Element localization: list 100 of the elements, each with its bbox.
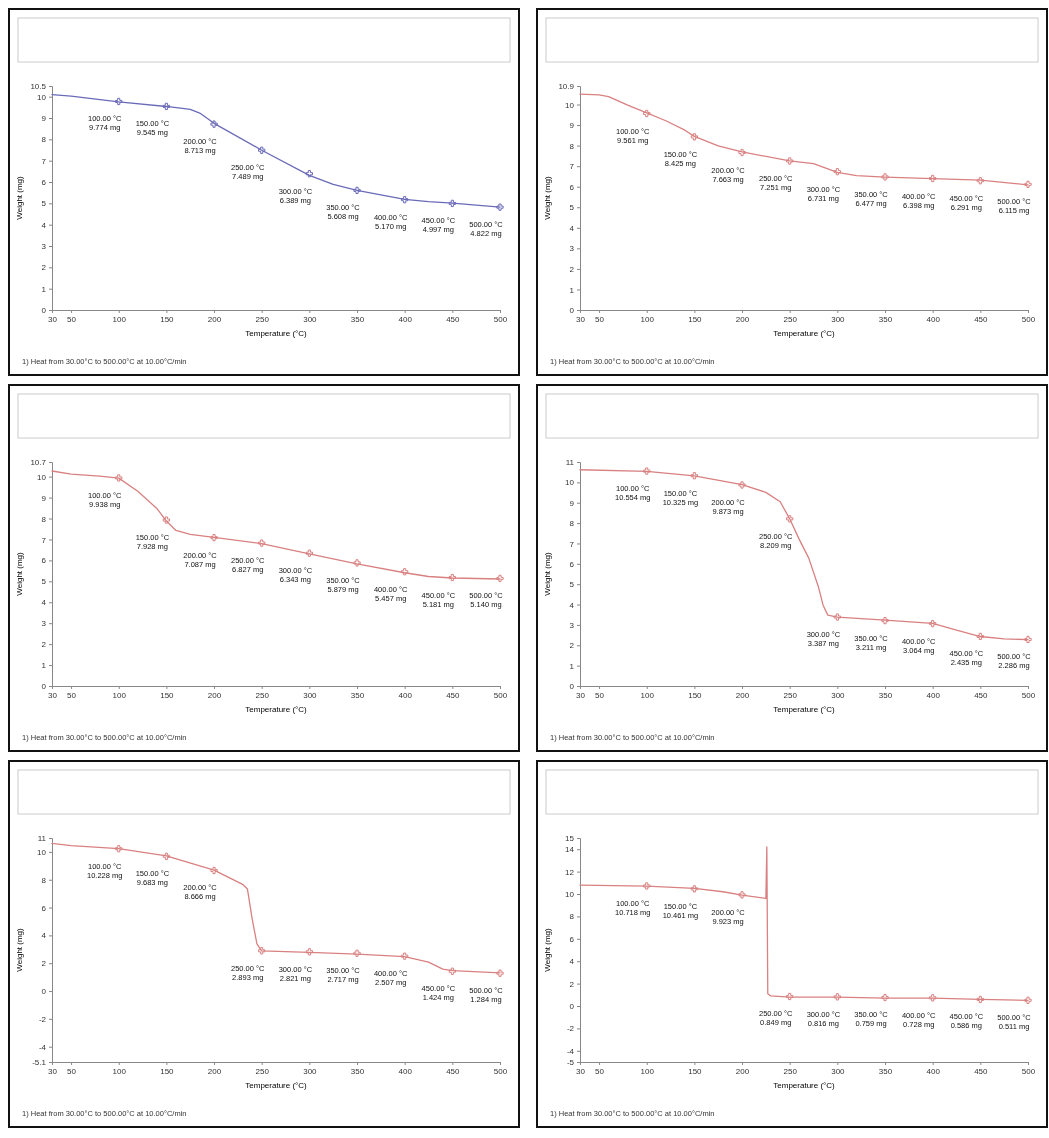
y-tick-label: 7 [41,156,47,166]
x-tick-label: 30 [48,1066,58,1076]
y-tick-label: 10.7 [30,458,47,468]
point [448,573,456,582]
x-tick-label: 100 [640,1066,655,1076]
x-tick-label: 30 [576,314,586,324]
point [786,157,794,165]
x-tick-label: 150 [688,314,703,324]
y-tick-label: 4 [569,957,575,967]
x-tick-label: 30 [576,690,586,700]
point [115,845,123,853]
y-tick-label: 10 [37,472,47,482]
point [305,170,314,178]
y-tick-label: 0 [41,987,47,997]
point [929,174,937,183]
x-tick-label: 50 [595,690,605,700]
point [929,994,937,1002]
y-tick-label: 1 [569,285,575,295]
y-tick-label: 3 [569,620,575,630]
point [690,472,699,480]
x-tick-label: 300 [303,690,318,700]
y-tick-label: 8 [569,912,575,922]
point [929,619,937,628]
x-tick-label: 250 [783,1066,798,1076]
y-tick-label: 9 [569,498,575,508]
x-tick-label: 500 [493,314,508,324]
point [115,97,123,106]
y-tick-label: 9 [41,493,47,503]
x-axis-title: Temperature (°C) [773,705,836,714]
x-tick-label: 500 [1021,1066,1036,1076]
y-tick-label: 7 [569,539,575,549]
y-axis-title: Weight (mg) [543,175,552,220]
y-tick-label: 4 [569,600,575,610]
point [976,995,984,1004]
y-tick-label: -5.1 [32,1058,47,1068]
point [690,133,699,141]
x-tick-label: 300 [831,314,846,324]
y-tick-label: 1 [569,661,575,671]
x-axis-title: Temperature (°C) [245,1081,308,1090]
x-tick-label: 350 [878,314,893,324]
point [162,852,171,860]
x-tick-label: 200 [207,1066,222,1076]
x-tick-label: 400 [926,314,941,324]
y-tick-label: 4 [41,931,47,941]
y-axis-title: Weight (mg) [543,927,552,972]
x-tick-label: 200 [735,1066,750,1076]
point [643,109,651,118]
x-tick-label: 150 [160,1066,175,1076]
y-tick-label: 5 [41,577,47,587]
y-tick-label: 2 [41,263,47,273]
x-tick-label: 350 [350,314,365,324]
y-tick-label: 10 [37,92,47,102]
x-tick-label: 450 [446,690,461,700]
x-tick-label: 400 [398,1066,413,1076]
point [1024,635,1032,644]
y-tick-label: 8 [569,519,575,529]
x-axis-title: Temperature (°C) [245,329,308,338]
point [833,613,842,621]
x-tick-label: 450 [974,314,989,324]
y-tick-label: 6 [569,182,575,192]
y-tick-label: 9 [41,114,47,124]
y-tick-label: 14 [565,845,575,855]
y-tick-label: 3 [41,242,47,252]
x-tick-label: 50 [67,1066,77,1076]
point [401,568,409,576]
x-tick-label: 200 [735,314,750,324]
y-axis-title: Weight (mg) [15,927,24,972]
x-tick-label: 250 [783,314,798,324]
point [258,146,266,154]
point [162,516,171,524]
x-tick-label: 100 [112,690,127,700]
point [738,148,746,157]
x-axis-title: Temperature (°C) [773,1081,836,1090]
x-axis-title: Temperature (°C) [245,705,308,714]
x-tick-label: 500 [493,690,508,700]
point [833,993,842,1001]
y-tick-label: 0 [569,1002,575,1012]
x-tick-label: 50 [67,314,77,324]
y-tick-label: 8 [569,141,575,151]
x-tick-label: 150 [160,314,175,324]
x-tick-label: 100 [112,314,127,324]
point [1024,996,1032,1004]
point [881,173,889,181]
y-tick-label: 6 [569,934,575,944]
point [786,992,794,1001]
x-tick-label: 350 [878,690,893,700]
point [162,102,171,111]
x-tick-label: 50 [595,1066,605,1076]
point [881,993,889,1002]
y-tick-label: 5 [41,199,47,209]
point [258,539,266,547]
x-tick-label: 300 [831,690,846,700]
x-tick-label: 350 [350,1066,365,1076]
x-tick-label: 500 [493,1066,508,1076]
y-tick-label: -2 [566,1024,575,1034]
x-tick-label: 300 [303,1066,318,1076]
x-tick-label: 300 [303,314,318,324]
y-tick-label: 11 [37,834,47,844]
x-tick-label: 450 [446,314,461,324]
x-tick-label: 100 [640,314,655,324]
